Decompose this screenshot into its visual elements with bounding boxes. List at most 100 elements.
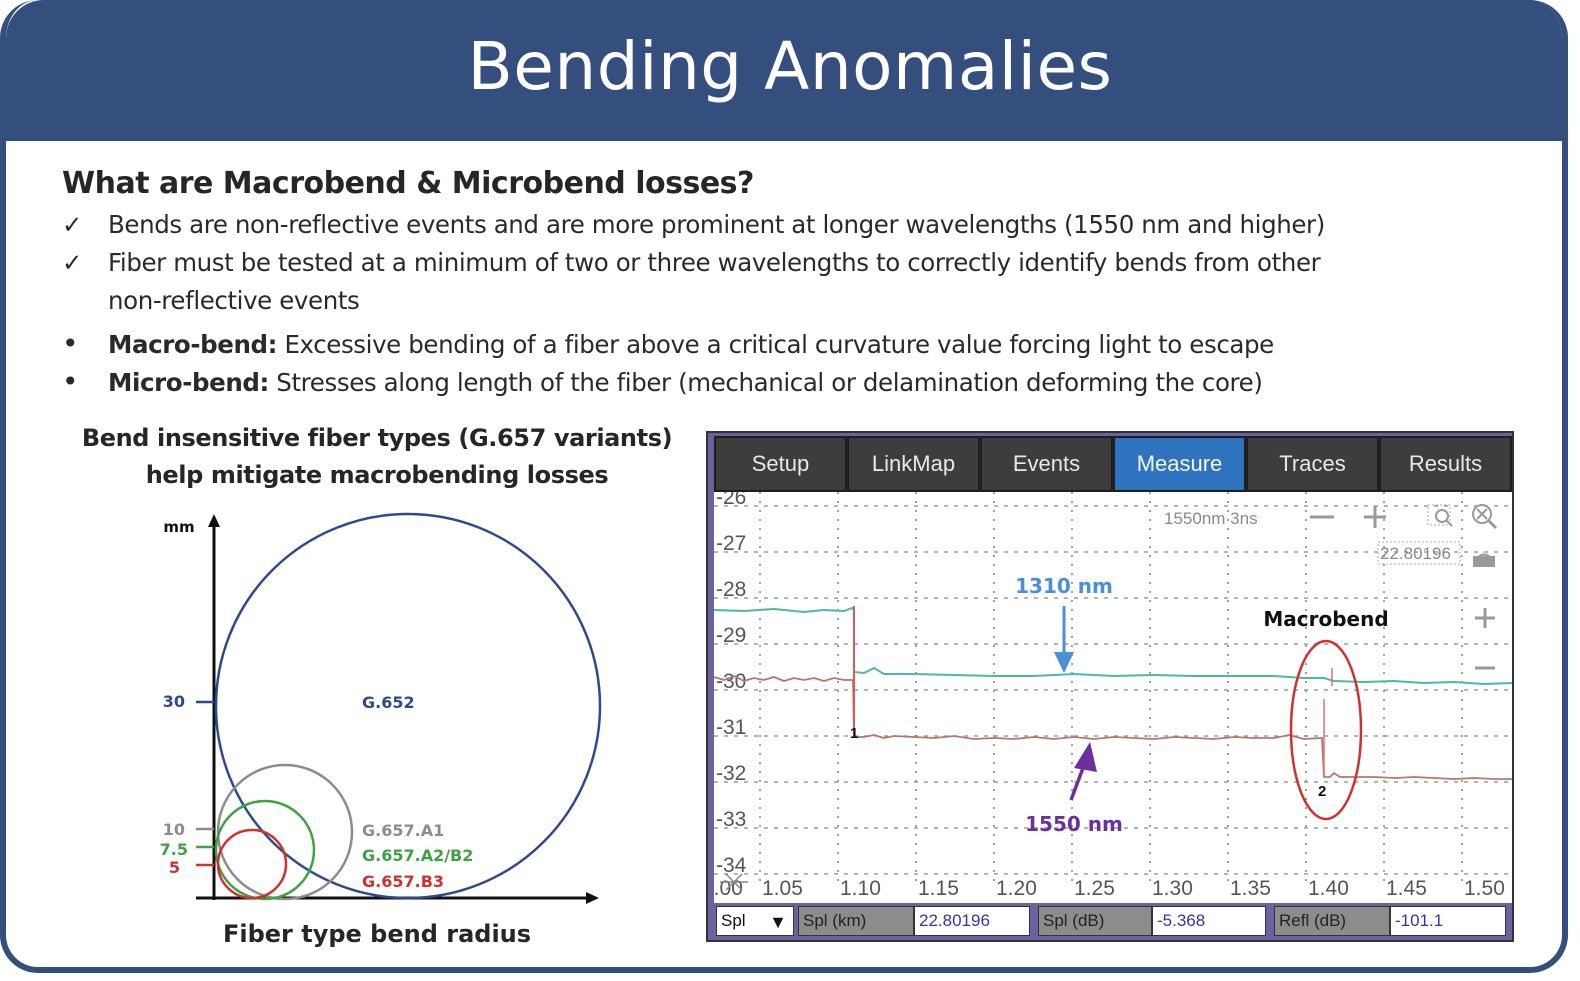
diagram-title-line1: Bend insensitive fiber types (G.657 vari…	[81, 424, 673, 452]
spl-db-value[interactable]: -5.368	[1152, 906, 1266, 936]
svg-text:-32: -32	[716, 762, 746, 785]
bullet-icon: •	[62, 365, 79, 398]
otdr-measure-bar: Spl ▼ Spl (km) 22.80196 Spl (dB) -5.368 …	[714, 903, 1512, 940]
bullet-item: • Micro-bend: Stresses along length of t…	[62, 365, 1263, 398]
y-axis-arrow-icon	[208, 514, 220, 527]
x-axis-arrow-icon	[586, 892, 599, 904]
event-2-marker[interactable]: 2	[1318, 783, 1326, 800]
slide-header: Bending Anomalies	[6, 0, 1562, 141]
circle-g652	[214, 512, 602, 900]
label-g652: G.652	[362, 693, 415, 712]
circle-g657-a1	[216, 763, 354, 901]
svg-text:1.10: 1.10	[840, 877, 881, 900]
spl-db-label: Spl (dB)	[1038, 906, 1152, 936]
cursor-value-box	[1377, 541, 1461, 565]
otdr-screen: Setup LinkMap Events Measure Traces Resu…	[706, 431, 1514, 942]
bend-radius-diagram: mm 30 10 7.5 5 G.652 G.657.A1 G.657.A2/B…	[160, 512, 602, 948]
macrobend-highlight-ellipse	[1289, 639, 1363, 821]
mode-select-value: Spl	[721, 911, 746, 930]
zoom-in-horizontal-button[interactable]	[1364, 506, 1386, 528]
bullet-definition: Excessive bending of a fiber above a cri…	[277, 330, 1274, 359]
bullet-term: Macro-bend:	[108, 330, 278, 359]
macrobend-label: Macrobend	[1263, 607, 1388, 631]
tick-label-30: 30	[163, 692, 185, 711]
svg-text:1.25: 1.25	[1074, 877, 1115, 900]
zoom-area-icon[interactable]	[1427, 504, 1453, 527]
cursor-marker-icon[interactable]	[720, 873, 748, 891]
check-icon: ✓	[62, 248, 83, 277]
dropdown-triangle-icon: ▼	[769, 912, 787, 932]
svg-text:1.35: 1.35	[1230, 877, 1271, 900]
svg-text:-33: -33	[716, 808, 746, 831]
arrow-up-icon	[1074, 742, 1097, 772]
arrow-down-icon	[1054, 652, 1074, 673]
svg-text:-30: -30	[716, 670, 746, 693]
trace-1550nm	[714, 675, 1512, 780]
svg-text:-27: -27	[716, 532, 746, 555]
trace-1310nm	[714, 606, 1512, 686]
cursor-value: 22.80196	[1380, 544, 1451, 563]
svg-text:-28: -28	[716, 578, 746, 601]
spl-km-value[interactable]: 22.80196	[914, 906, 1030, 936]
svg-text:1.05: 1.05	[762, 877, 803, 900]
diagram-title-line2: help mitigate macrobending losses	[145, 461, 609, 489]
label-g657-a1: G.657.A1	[362, 821, 444, 840]
refl-db-value[interactable]: -101.1	[1390, 906, 1506, 936]
otdr-tab-bar: Setup LinkMap Events Measure Traces Resu…	[714, 436, 1512, 492]
svg-text:-26: -26	[716, 492, 746, 509]
trace-info-label: 1550nm 3ns	[1164, 509, 1258, 528]
grid	[714, 505, 1512, 875]
tick-label-10: 10	[163, 820, 185, 839]
lock-icon[interactable]	[1473, 553, 1495, 568]
tab-events[interactable]: Events	[981, 437, 1112, 491]
y-axis-ticks: -26 -27 -28 -29 -30 -31 -32 -33 -34	[716, 492, 747, 877]
x-axis-ticks: 1.00 1.05 1.10 1.15 1.20 1.25 1.30 1.35 …	[714, 877, 1505, 900]
bullet-item: • Macro-bend: Excessive bending of a fib…	[62, 327, 1274, 360]
svg-text:1.50: 1.50	[1464, 877, 1505, 900]
bullet-term: Micro-bend:	[108, 368, 269, 397]
tab-results[interactable]: Results	[1380, 437, 1511, 491]
tab-measure[interactable]: Measure	[1114, 437, 1245, 491]
label-1550nm: 1550 nm	[1025, 812, 1123, 836]
event-1-marker[interactable]: 1	[850, 725, 858, 742]
check-item-text: non-reflective events	[108, 286, 360, 315]
svg-text:1.40: 1.40	[1308, 877, 1349, 900]
svg-text:1.30: 1.30	[1152, 877, 1193, 900]
check-item-text: Bends are non-reflective events and are …	[108, 210, 1325, 239]
circle-g657-a2b2	[214, 799, 316, 901]
label-g657-b3: G.657.B3	[362, 872, 444, 891]
check-item: ✓ Fiber must be tested at a minimum of t…	[62, 248, 1321, 277]
check-icon: ✓	[62, 210, 83, 239]
tab-traces[interactable]: Traces	[1247, 437, 1378, 491]
check-item-text: Fiber must be tested at a minimum of two…	[108, 248, 1321, 277]
refl-db-label: Refl (dB)	[1274, 906, 1390, 936]
mode-select[interactable]: Spl ▼	[716, 906, 794, 936]
svg-text:1.15: 1.15	[918, 877, 959, 900]
check-item: ✓ Bends are non-reflective events and ar…	[62, 210, 1325, 239]
section-heading: What are Macrobend & Microbend losses?	[62, 166, 754, 201]
slide-title: Bending Anomalies	[467, 28, 1113, 105]
svg-text:-34: -34	[716, 854, 747, 877]
otdr-trace-plot[interactable]: -26 -27 -28 -29 -30 -31 -32 -33 -34 1.00…	[714, 492, 1512, 903]
spl-km-label: Spl (km)	[798, 906, 914, 936]
tick-label-7-5: 7.5	[160, 840, 188, 859]
zoom-reset-icon[interactable]	[1472, 504, 1498, 530]
bullet-item-text: Micro-bend: Stresses along length of the…	[108, 368, 1263, 397]
y-axis-unit: mm	[163, 518, 194, 536]
tab-setup[interactable]: Setup	[715, 437, 846, 491]
svg-text:-31: -31	[716, 716, 746, 739]
label-g657-a2b2: G.657.A2/B2	[362, 846, 473, 865]
bullet-icon: •	[62, 327, 79, 360]
svg-text:1.20: 1.20	[996, 877, 1037, 900]
x-axis-label: Fiber type bend radius	[223, 920, 531, 948]
bullet-definition: Stresses along length of the fiber (mech…	[268, 368, 1263, 397]
circle-g657-b3	[216, 828, 288, 900]
label-1310nm: 1310 nm	[1015, 574, 1113, 598]
tab-linkmap[interactable]: LinkMap	[848, 437, 979, 491]
tick-label-5: 5	[169, 858, 180, 877]
zoom-in-vertical-button[interactable]	[1475, 608, 1495, 628]
bullet-item-text: Macro-bend: Excessive bending of a fiber…	[108, 330, 1274, 359]
svg-text:-29: -29	[716, 624, 746, 647]
svg-text:1.45: 1.45	[1386, 877, 1427, 900]
